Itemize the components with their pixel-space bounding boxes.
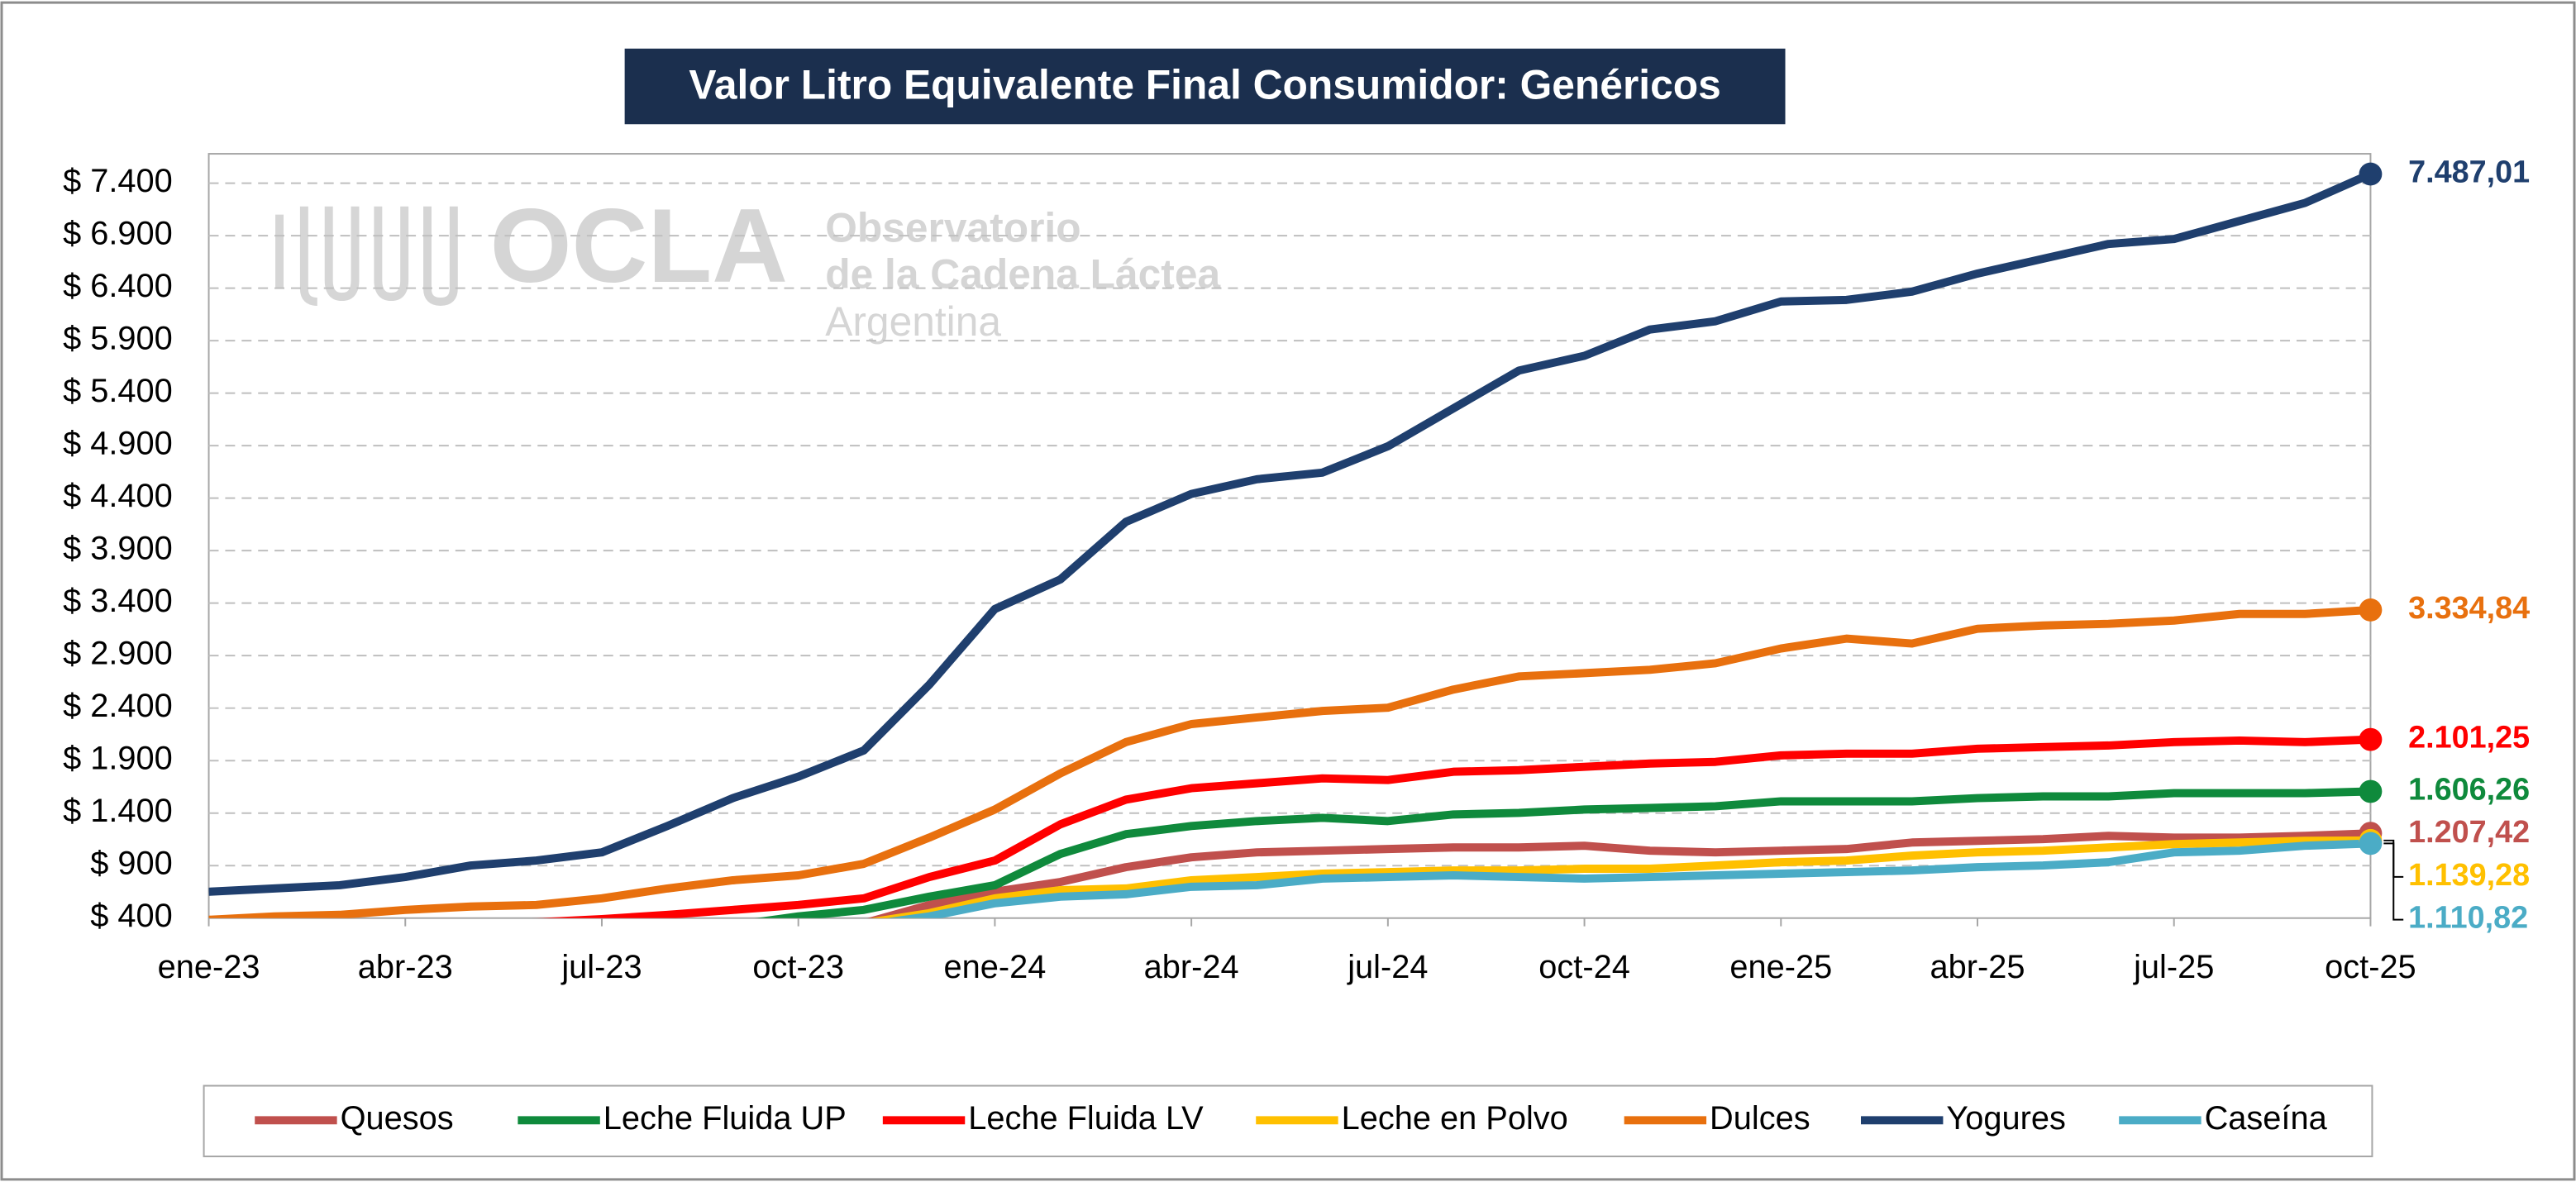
series-line [208,605,2371,918]
end-label: 1.139,28 [2408,858,2530,893]
series-line [537,735,2371,918]
legend-label: Leche Fluida LV [968,1100,1204,1137]
end-marker [2359,779,2383,803]
y-tick-label: $ 5.900 [63,321,173,357]
y-tick-label: $ 4.900 [63,426,173,462]
y-tick-label: $ 6.400 [63,268,173,304]
y-tick-label: $ 2.900 [63,636,173,672]
x-tick-label: abr-23 [358,949,453,985]
watermark: OCLA Observatorio de la Cadena Láctea Ar… [275,187,1220,345]
leader-line [2383,842,2404,921]
y-tick-label: $ 400 [90,898,173,934]
y-tick-label: $ 2.400 [63,688,173,724]
series-line [887,839,2371,918]
end-label: 2.101,25 [2408,721,2530,755]
legend-label: Leche Fluida UP [603,1100,847,1137]
y-tick-label: $ 5.400 [63,373,173,409]
end-marker [2359,832,2383,856]
series-line [208,170,2373,896]
y-tick-label: $ 3.400 [63,583,173,619]
end-label: 7.487,01 [2408,155,2530,190]
y-tick-label: $ 900 [90,846,173,882]
title-box [624,48,1786,125]
y-tick-label: $ 3.900 [63,531,173,567]
x-tick-label: jul-24 [1347,949,1428,985]
logo-line: Argentina [825,298,1001,345]
end-label: 1.207,42 [2408,815,2530,850]
y-tick-label: $ 1.400 [63,793,173,829]
x-tick-label: jul-23 [561,949,642,985]
logo-line: de la Cadena Láctea [825,250,1220,297]
legend-label: Yogures [1946,1100,2065,1137]
x-tick-label: abr-24 [1144,949,1239,985]
end-marker [2359,727,2383,751]
logo-line: Observatorio [825,205,1080,251]
x-tick-label: ene-23 [158,949,260,985]
x-tick-label: abr-25 [1930,949,2025,985]
end-label: 1.110,82 [2408,901,2528,936]
x-tick-label: oct-23 [752,949,844,985]
x-tick-label: ene-25 [1729,949,1832,985]
end-label: 3.334,84 [2408,591,2530,626]
end-label: 1.606,26 [2408,772,2530,807]
series-line [756,787,2371,918]
y-tick-label: $ 7.400 [63,163,173,199]
series-group [208,170,2373,918]
series-line [871,836,2371,918]
x-tick-label: oct-24 [1538,949,1630,985]
end-marker [2359,162,2383,186]
chart-title: Valor Litro Equivalente Final Consumidor… [689,62,1720,108]
end-marker [2359,598,2383,622]
legend-label: Caseína [2205,1100,2328,1137]
series-line [867,829,2371,918]
legend-label: Dulces [1710,1100,1810,1137]
x-tick-label: jul-25 [2133,949,2214,985]
logo-text: OCLA [490,187,789,304]
logo-mark [275,206,458,306]
plot-area [208,153,2372,919]
y-tick-label: $ 1.900 [63,741,173,777]
x-tick-label: ene-24 [943,949,1046,985]
y-tick-label: $ 6.900 [63,216,173,252]
legend-label: Quesos [341,1100,454,1137]
x-tick-label: oct-25 [2325,949,2416,985]
y-tick-label: $ 4.400 [63,478,173,514]
legend-label: Leche en Polvo [1342,1100,1568,1137]
